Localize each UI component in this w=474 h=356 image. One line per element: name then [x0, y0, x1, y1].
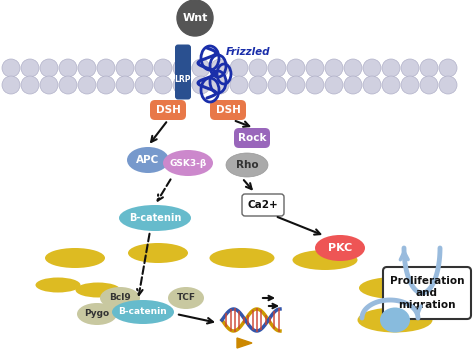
- Circle shape: [439, 59, 457, 77]
- Circle shape: [211, 76, 229, 94]
- Circle shape: [192, 76, 210, 94]
- Circle shape: [401, 59, 419, 77]
- Circle shape: [78, 76, 96, 94]
- FancyBboxPatch shape: [210, 100, 246, 120]
- Polygon shape: [237, 338, 252, 348]
- FancyBboxPatch shape: [175, 44, 191, 99]
- Text: Rock: Rock: [238, 133, 266, 143]
- Circle shape: [78, 59, 96, 77]
- Text: Pygo: Pygo: [84, 309, 109, 319]
- Circle shape: [249, 59, 267, 77]
- Text: Proliferation
and
migration: Proliferation and migration: [390, 276, 464, 310]
- Ellipse shape: [226, 153, 268, 177]
- Text: B-catenin: B-catenin: [118, 308, 167, 316]
- Ellipse shape: [77, 303, 117, 325]
- Ellipse shape: [210, 248, 274, 268]
- Text: APC: APC: [137, 155, 160, 165]
- Circle shape: [363, 76, 381, 94]
- Circle shape: [287, 59, 305, 77]
- Circle shape: [135, 76, 153, 94]
- Circle shape: [325, 59, 343, 77]
- Circle shape: [306, 76, 324, 94]
- Ellipse shape: [128, 243, 188, 263]
- Ellipse shape: [163, 150, 213, 176]
- Circle shape: [344, 76, 362, 94]
- Circle shape: [97, 76, 115, 94]
- Circle shape: [21, 59, 39, 77]
- Circle shape: [382, 59, 400, 77]
- Circle shape: [173, 76, 191, 94]
- Circle shape: [59, 59, 77, 77]
- Ellipse shape: [119, 205, 191, 231]
- Text: PKC: PKC: [328, 243, 352, 253]
- Circle shape: [192, 59, 210, 77]
- Ellipse shape: [100, 287, 140, 309]
- Text: DSH: DSH: [155, 105, 181, 115]
- Ellipse shape: [112, 300, 174, 324]
- Ellipse shape: [380, 308, 410, 333]
- Circle shape: [420, 59, 438, 77]
- Circle shape: [97, 59, 115, 77]
- Circle shape: [135, 59, 153, 77]
- FancyBboxPatch shape: [234, 128, 270, 148]
- Circle shape: [154, 59, 172, 77]
- Circle shape: [2, 76, 20, 94]
- Circle shape: [325, 76, 343, 94]
- Text: DSH: DSH: [216, 105, 240, 115]
- Circle shape: [268, 59, 286, 77]
- Text: Frizzled: Frizzled: [226, 47, 270, 57]
- Circle shape: [40, 59, 58, 77]
- Circle shape: [173, 59, 191, 77]
- Circle shape: [344, 59, 362, 77]
- Text: B-catenin: B-catenin: [129, 213, 181, 223]
- Ellipse shape: [75, 283, 120, 298]
- FancyBboxPatch shape: [242, 194, 284, 216]
- Ellipse shape: [292, 250, 357, 270]
- Ellipse shape: [315, 235, 365, 261]
- Text: GSK3-β: GSK3-β: [169, 158, 207, 168]
- Circle shape: [154, 76, 172, 94]
- Circle shape: [40, 76, 58, 94]
- Circle shape: [177, 0, 213, 36]
- Circle shape: [363, 59, 381, 77]
- Text: Wnt: Wnt: [182, 13, 208, 23]
- FancyBboxPatch shape: [150, 100, 186, 120]
- Circle shape: [249, 76, 267, 94]
- Text: Rho: Rho: [236, 160, 258, 170]
- Ellipse shape: [127, 147, 169, 173]
- Circle shape: [268, 76, 286, 94]
- Text: Ca2+: Ca2+: [247, 200, 278, 210]
- Ellipse shape: [36, 277, 81, 293]
- Text: LRP: LRP: [175, 75, 191, 84]
- Circle shape: [21, 76, 39, 94]
- Text: TCF: TCF: [176, 293, 195, 303]
- Circle shape: [439, 76, 457, 94]
- Ellipse shape: [357, 308, 432, 333]
- FancyBboxPatch shape: [383, 267, 471, 319]
- Circle shape: [59, 76, 77, 94]
- Circle shape: [230, 76, 248, 94]
- Circle shape: [306, 59, 324, 77]
- Circle shape: [116, 59, 134, 77]
- Ellipse shape: [45, 248, 105, 268]
- Circle shape: [401, 76, 419, 94]
- Circle shape: [420, 76, 438, 94]
- Circle shape: [116, 76, 134, 94]
- Circle shape: [382, 76, 400, 94]
- Circle shape: [287, 76, 305, 94]
- Circle shape: [2, 59, 20, 77]
- Circle shape: [230, 59, 248, 77]
- Text: Bcl9: Bcl9: [109, 293, 131, 303]
- Ellipse shape: [168, 287, 204, 309]
- Ellipse shape: [359, 277, 431, 299]
- Circle shape: [211, 59, 229, 77]
